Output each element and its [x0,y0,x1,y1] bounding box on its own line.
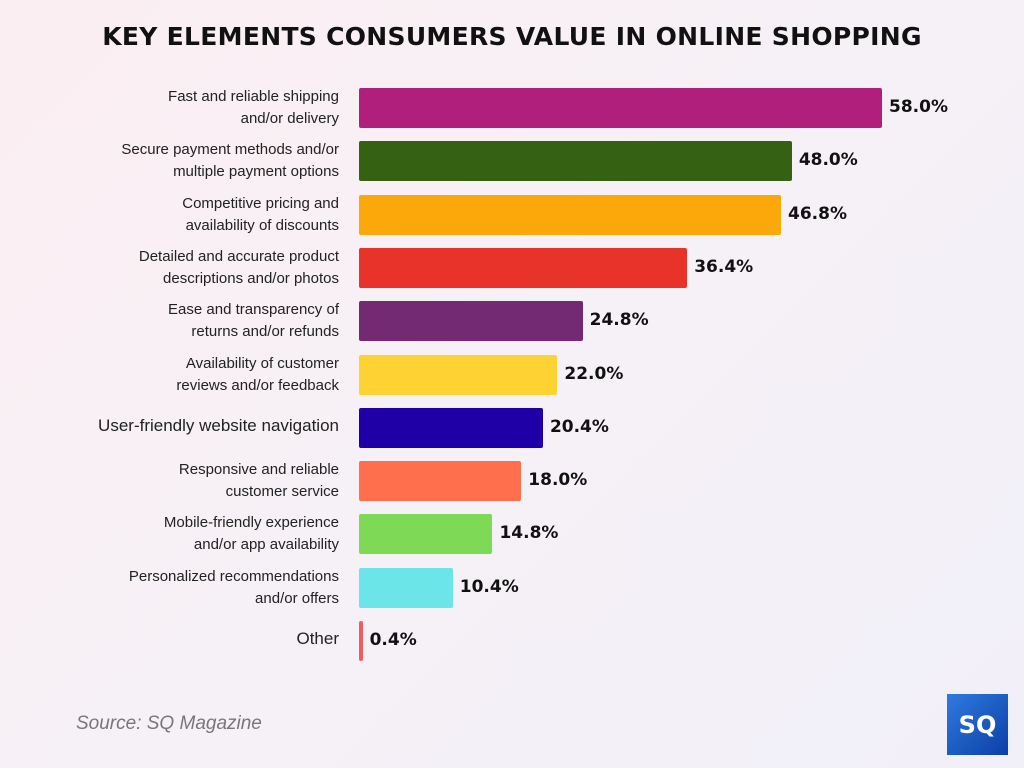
value-label: 58.0% [889,97,948,117]
value-label: 22.0% [564,363,624,384]
bar-4 [359,301,583,342]
value-label: 24.8% [589,310,649,331]
bar-3 [359,247,688,288]
category-label-line: Ease and transparency of [168,301,339,319]
category-label-line: Personalized recommendations [128,567,339,585]
category-label-line: Mobile-friendly experience [163,514,339,532]
category-label: Other [19,628,339,650]
value-label: 46.8% [788,203,847,224]
bar-10 [359,621,363,661]
category-label: Competitive pricing and availability of d… [19,193,339,237]
category-label: Responsive and reliable customer service [19,459,339,503]
sq-logo: SQ [947,694,1008,755]
bar-7 [359,461,522,502]
category-label-line: reviews and/or feedback [176,376,339,394]
category-label-line: and/or delivery [240,110,339,127]
bar-1 [359,141,792,182]
category-label: Detailed and accurate product description… [19,246,339,290]
bar-2 [359,194,781,235]
value-label: 14.8% [499,523,559,544]
category-label-line: customer service [225,483,339,501]
value-label: 20.4% [549,416,609,437]
category-label-line: Fast and reliable shipping [168,88,339,105]
chart-title: KEY ELEMENTS CONSUMERS VALUE IN ONLINE S… [102,22,922,51]
category-label-line: Competitive pricing and [182,194,339,212]
category-label: Personalized recommendations and/or offer… [19,566,339,610]
category-label-line: Availability of customer [185,354,339,372]
category-label-line: descriptions and/or photos [163,269,339,287]
bar-8 [359,514,493,555]
category-label: Ease and transparency of returns and/or r… [19,299,339,343]
category-label-line: Other [296,629,339,648]
category-label-line: Detailed and accurate product [138,247,339,265]
category-label-line: availability of discounts [185,216,339,234]
value-label: 48.0% [798,150,858,171]
bar-5 [359,354,558,395]
value-label: 36.4% [694,256,754,277]
bar-6 [359,407,543,448]
category-label-line: Responsive and reliable [178,461,339,479]
category-label-line: returns and/or refunds [191,323,339,341]
value-label: 18.0% [528,470,588,491]
category-label-line: Secure payment methods and/or [121,141,339,159]
bar-9 [359,567,453,608]
value-label: 0.4% [369,630,417,650]
category-label: Secure payment methods and/or multiple pa… [19,139,339,183]
category-label: Fast and reliable shipping and/or deliver… [19,86,339,130]
category-label-line: User-friendly website navigation [98,415,339,435]
category-label-line: and/or app availability [193,536,339,554]
category-label: Availability of customer reviews and/or f… [19,353,339,397]
bar-0 [359,88,882,128]
category-label: Mobile-friendly experience and/or app ava… [19,512,339,556]
category-label-line: and/or offers [255,589,339,607]
value-label: 10.4% [459,576,519,597]
source-note: Source: SQ Magazine [76,713,262,734]
category-label: User-friendly website navigation [19,415,339,437]
category-label-line: multiple payment options [173,163,339,181]
